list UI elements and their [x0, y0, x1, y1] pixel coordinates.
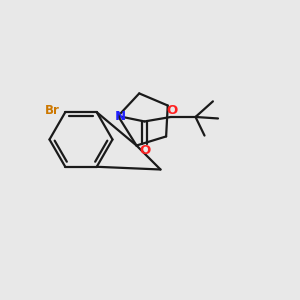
Text: Br: Br	[45, 104, 60, 117]
Text: O: O	[139, 144, 150, 157]
Text: N: N	[115, 110, 126, 123]
Text: O: O	[166, 104, 177, 117]
